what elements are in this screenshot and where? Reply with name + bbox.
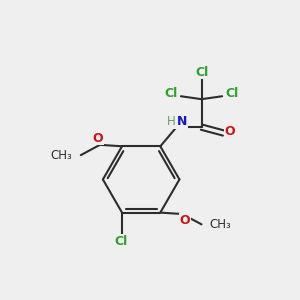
Text: O: O <box>179 214 190 227</box>
Text: Cl: Cl <box>195 66 208 79</box>
Text: O: O <box>92 132 103 145</box>
Text: O: O <box>225 125 236 138</box>
Text: Cl: Cl <box>165 87 178 101</box>
Text: H: H <box>167 116 176 128</box>
Text: CH₃: CH₃ <box>210 218 232 231</box>
Text: CH₃: CH₃ <box>51 148 73 162</box>
Text: N: N <box>177 116 187 128</box>
Text: Cl: Cl <box>225 87 238 101</box>
Text: Cl: Cl <box>115 235 128 248</box>
